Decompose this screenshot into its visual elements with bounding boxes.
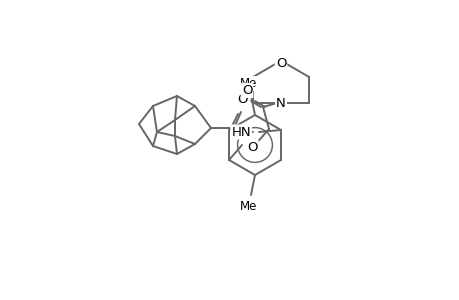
Text: O: O: [241, 84, 252, 97]
Text: Me: Me: [240, 200, 257, 213]
Text: N: N: [275, 97, 285, 110]
Text: O: O: [275, 56, 285, 70]
Text: O: O: [237, 93, 248, 106]
Text: O: O: [246, 140, 257, 154]
Text: HN: HN: [231, 125, 251, 139]
Text: Me: Me: [240, 77, 257, 90]
